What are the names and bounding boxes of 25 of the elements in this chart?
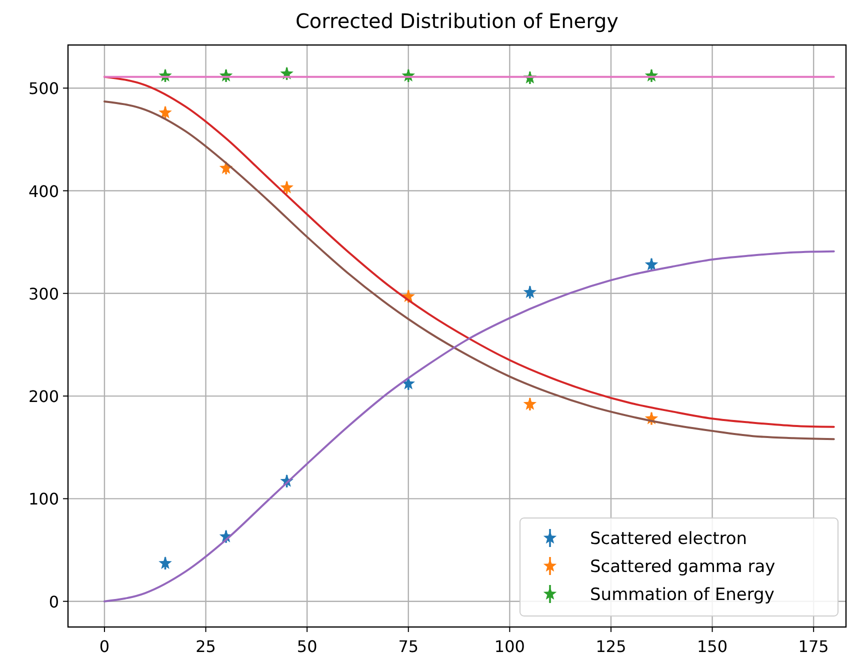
x-tick-label: 125 [596,637,626,656]
y-tick-label: 400 [28,182,59,201]
line-series [103,250,835,602]
point [644,258,658,270]
legend-label: Scattered electron [590,529,748,549]
legend-label: Scattered gamma ray [590,557,776,577]
x-tick-label: 100 [494,637,525,656]
point [158,556,172,570]
y-tick-label: 500 [28,79,59,98]
x-tick-label: 75 [398,637,419,656]
x-tick-label: 25 [196,637,216,656]
y-tick-label: 100 [28,490,59,509]
x-tick-label: 175 [798,637,829,656]
x-tick-label: 0 [99,637,110,656]
chart-title: Corrected Distribution of Energy [295,9,619,33]
point [523,285,537,298]
point [158,106,172,118]
legend-label: Summation of Energy [590,585,774,605]
x-tick-label: 50 [296,637,318,656]
point [280,180,294,194]
x-tick-label: 150 [697,637,728,656]
y-tick-label: 300 [28,284,59,304]
y-tick-label: 200 [28,387,59,406]
point [523,397,537,410]
y-tick-label: 0 [48,592,59,612]
